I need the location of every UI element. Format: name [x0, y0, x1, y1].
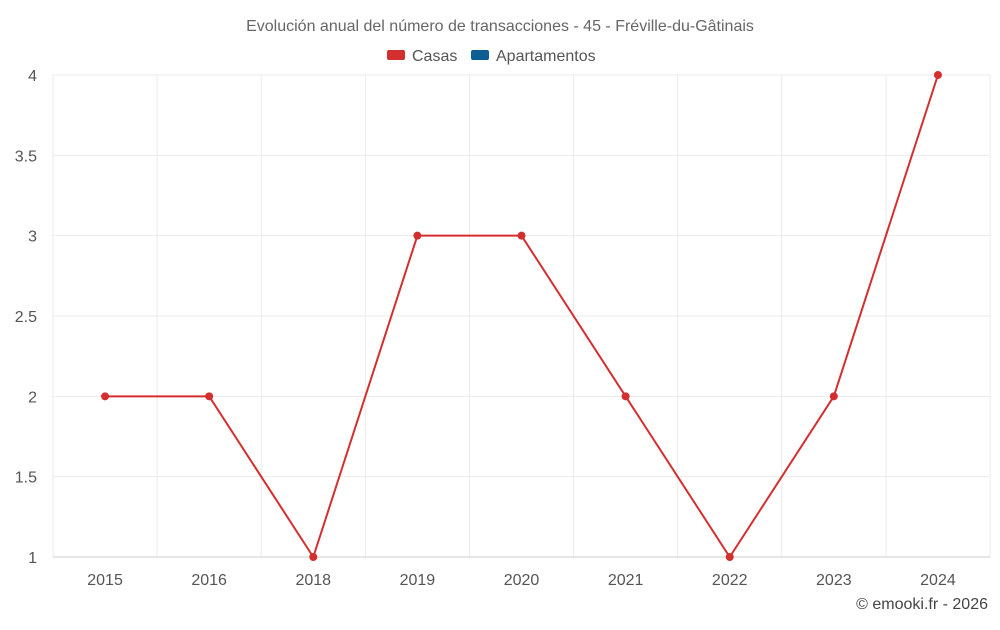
data-point-casas[interactable]: [309, 553, 318, 561]
y-tick-label: 1: [28, 550, 37, 567]
chart-legend: Casas Apartamentos: [387, 48, 596, 65]
x-tick-label: 2022: [712, 572, 748, 589]
y-tick-label: 3: [28, 229, 37, 246]
legend-label-casas: Casas: [412, 48, 457, 65]
x-tick-label: 2024: [920, 572, 956, 589]
series-casas: [101, 71, 942, 561]
data-point-casas[interactable]: [725, 553, 734, 561]
legend-item-casas[interactable]: Casas: [387, 48, 457, 65]
grid-lines: [52, 74, 991, 558]
x-tick-label: 2020: [504, 572, 540, 589]
legend-swatch-casas: [387, 50, 405, 60]
x-tick-label: 2019: [400, 572, 436, 589]
y-tick-label: 3.5: [15, 148, 37, 165]
legend-label-apartamentos: Apartamentos: [496, 48, 596, 65]
y-tick-label: 2.5: [15, 309, 37, 326]
legend-item-apartamentos[interactable]: Apartamentos: [471, 48, 596, 65]
data-point-casas[interactable]: [205, 392, 214, 401]
data-point-casas[interactable]: [517, 231, 526, 240]
x-tick-label: 2018: [295, 572, 331, 589]
chart-title: Evolución anual del número de transaccio…: [246, 18, 754, 35]
credit-text: © emooki.fr - 2026: [856, 596, 988, 613]
y-tick-label: 1.5: [15, 470, 37, 487]
data-point-casas[interactable]: [829, 392, 838, 401]
y-tick-label: 2: [28, 389, 37, 406]
x-tick-label: 2021: [608, 572, 644, 589]
x-tick-label: 2015: [87, 572, 123, 589]
x-tick-label: 2023: [816, 572, 852, 589]
data-point-casas[interactable]: [413, 231, 422, 240]
axes: 1 1.5 2 2.5 3 3.5 4 2015 2016 2018 2019 2020 2021 202…: [15, 68, 990, 589]
data-point-casas[interactable]: [933, 71, 942, 79]
data-point-casas[interactable]: [621, 392, 630, 401]
legend-swatch-apartamentos: [471, 50, 489, 60]
y-tick-label: 4: [28, 68, 37, 85]
x-tick-label: 2016: [191, 572, 227, 589]
data-point-casas[interactable]: [101, 392, 110, 401]
